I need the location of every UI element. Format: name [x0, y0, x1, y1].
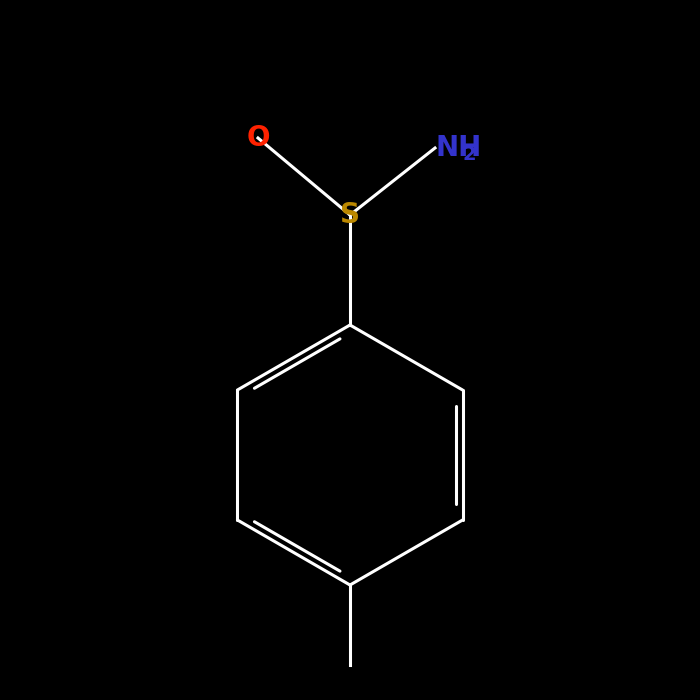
Text: 2: 2: [462, 144, 475, 164]
Text: S: S: [340, 201, 360, 229]
Text: NH: NH: [435, 134, 482, 162]
Text: O: O: [246, 124, 270, 152]
